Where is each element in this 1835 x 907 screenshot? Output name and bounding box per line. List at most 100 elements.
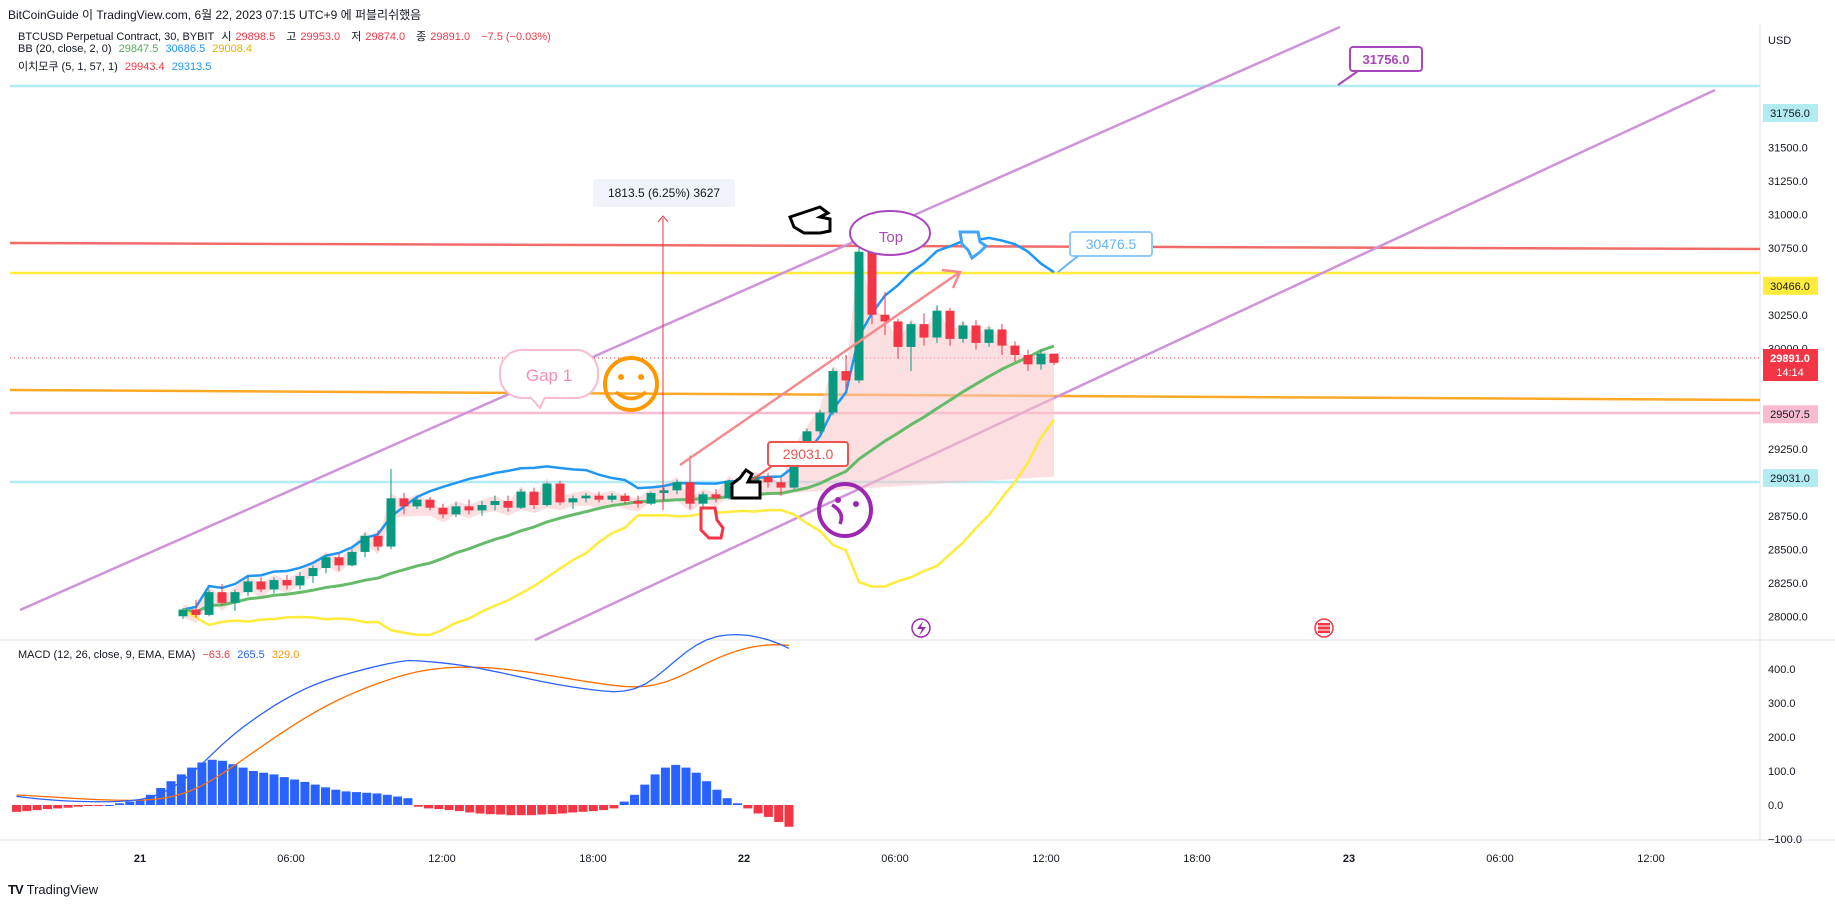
macd-signal-line xyxy=(16,644,790,801)
gap-bubble[interactable] xyxy=(499,349,599,399)
candle-body xyxy=(529,491,539,506)
channel-upper-line[interactable] xyxy=(19,25,1341,612)
candle-body xyxy=(945,310,955,339)
macd-hist-bar xyxy=(691,772,701,805)
macd-axis[interactable]: 400.0 300.0 200.0 100.0 0.0 −100.0 xyxy=(1768,664,1802,846)
hand-point-icon[interactable] xyxy=(958,230,989,261)
price-label-badge xyxy=(1763,276,1818,295)
trend-arrow[interactable] xyxy=(679,270,961,467)
hand-up-icon[interactable] xyxy=(730,467,762,500)
high-value: 29953.0 xyxy=(300,31,341,43)
time-tick: 06:00 xyxy=(277,853,305,865)
pointing-hand-icon[interactable] xyxy=(788,205,832,235)
candle-body xyxy=(451,506,461,515)
candle-body xyxy=(932,310,942,338)
candle-body xyxy=(841,371,851,381)
macd-hist-bar xyxy=(609,805,619,809)
macd-hist-bar xyxy=(475,805,485,814)
macd-hist-bar xyxy=(671,764,681,805)
callout-29031[interactable] xyxy=(767,441,849,467)
macd-hist-bar xyxy=(496,805,506,815)
ichimoku-legend[interactable]: 이치모쿠 (5, 1, 57, 1) 29943.4 29313.5 xyxy=(18,61,212,73)
candle-body xyxy=(334,557,344,566)
macd-hist-bar xyxy=(516,805,526,816)
macd-hist-bar xyxy=(640,784,650,805)
bb-legend[interactable]: BB (20, close, 2, 0) 29847.5 30686.5 290… xyxy=(18,43,253,55)
candle-body xyxy=(776,482,786,488)
candle-body xyxy=(724,480,734,499)
candle-body xyxy=(698,494,708,504)
candle-body xyxy=(542,483,552,506)
macd-hist-bar xyxy=(599,805,609,811)
change-value: −7.5 (−0.03%) xyxy=(481,31,551,43)
price-tick: 30250.0 xyxy=(1768,310,1808,322)
macd-legend[interactable]: MACD (12, 26, close, 9, EMA, EMA) −63.6 … xyxy=(18,649,300,661)
bb-lower-value: 29008.4 xyxy=(212,43,253,55)
publish-info: BitCoinGuide 이 TradingView.com, 6월 22, 2… xyxy=(8,8,422,22)
candle-body xyxy=(607,495,617,500)
tradingview-footer[interactable]: TV TradingView xyxy=(8,882,98,897)
macd-hist-bar xyxy=(537,805,547,815)
macd-hist-bar xyxy=(84,805,94,807)
macd-hist-bar xyxy=(763,805,773,817)
macd-hist-bar xyxy=(125,801,135,805)
callout-30476-label: 30476.5 xyxy=(1086,236,1137,252)
macd-hist-bar xyxy=(228,764,238,805)
ichimoku-a-value: 29943.4 xyxy=(124,61,165,73)
channel-lower-line[interactable] xyxy=(534,88,1716,642)
bb-upper-value: 30686.5 xyxy=(165,43,206,55)
macd-hist-bar xyxy=(269,774,279,805)
macd-hist-bar xyxy=(557,805,567,814)
time-tick: 23 xyxy=(1343,853,1355,865)
price-tick: 31000.0 xyxy=(1768,209,1808,221)
macd-hist-bar xyxy=(702,781,712,805)
candle-body xyxy=(997,329,1007,346)
macd-hist-bar xyxy=(753,805,763,814)
macd-tick: 400.0 xyxy=(1768,664,1796,676)
macd-hist-bar xyxy=(774,805,784,822)
macd-hist-bar xyxy=(506,805,516,816)
price-label-text: 30466.0 xyxy=(1770,281,1810,293)
candle-body xyxy=(893,321,903,347)
candle-body xyxy=(1023,354,1033,365)
macd-line-value: 265.5 xyxy=(237,649,265,661)
candle-body xyxy=(672,482,682,491)
top-bubble[interactable] xyxy=(849,210,931,256)
macd-hist-bar xyxy=(454,805,464,812)
macd-hist-bar xyxy=(187,767,197,805)
candle-body xyxy=(620,495,630,502)
symbol-name[interactable]: BTCUSD Perpetual Contract, 30, BYBIT xyxy=(18,31,215,43)
close-value: 29891.0 xyxy=(430,31,471,43)
gap-bubble-tail-icon xyxy=(529,396,546,410)
macd-hist-bar xyxy=(331,789,341,805)
us-flag-event-icon[interactable] xyxy=(1314,618,1334,638)
callout-31756[interactable] xyxy=(1349,46,1423,72)
lightning-event-icon[interactable] xyxy=(911,618,931,638)
macd-line xyxy=(16,634,790,803)
macd-hist-bar xyxy=(115,803,124,805)
price-tick: 29250.0 xyxy=(1768,444,1808,456)
candle-body xyxy=(282,580,292,586)
candle-body xyxy=(269,580,279,590)
bb-lower-line xyxy=(182,419,1056,637)
smile-icon[interactable] xyxy=(603,356,659,412)
candle-body xyxy=(243,581,253,593)
macd-pane[interactable] xyxy=(12,634,794,827)
confused-face-icon[interactable] xyxy=(817,482,873,538)
candle-body xyxy=(503,501,513,508)
thumbs-down-icon[interactable] xyxy=(699,506,725,540)
candle-body xyxy=(763,476,773,483)
candle-body xyxy=(971,325,981,343)
candle-body xyxy=(438,507,448,515)
candle-body xyxy=(646,492,656,504)
time-axis[interactable]: 21 06:00 12:00 18:00 22 06:00 12:00 18:00 23 06:0… xyxy=(134,853,1665,865)
candle-body xyxy=(711,494,721,499)
price-axis[interactable]: 31500.031250.031000.030750.030250.030000… xyxy=(1768,142,1808,623)
macd-hist-bar xyxy=(403,798,413,805)
candle-body xyxy=(568,498,578,503)
callout-30476[interactable] xyxy=(1069,231,1153,257)
callout-29031-pointer xyxy=(751,465,773,481)
tradingview-logo-icon: TV xyxy=(8,882,24,897)
price-tick: 28500.0 xyxy=(1768,544,1808,556)
